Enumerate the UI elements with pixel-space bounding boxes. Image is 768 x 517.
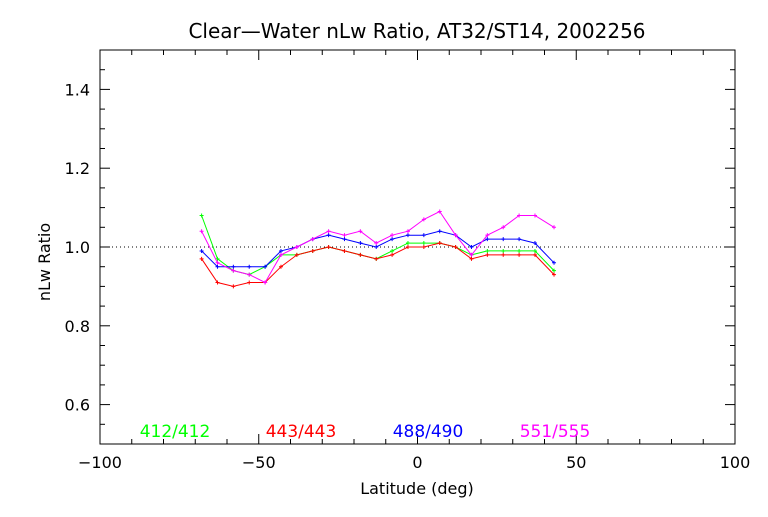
data-point — [278, 252, 283, 257]
data-point — [485, 252, 490, 257]
data-point — [405, 241, 410, 246]
data-point — [421, 245, 426, 249]
data-point — [374, 256, 379, 261]
legend-entry: 488/490 — [393, 422, 464, 442]
data-point — [358, 229, 363, 234]
data-point — [390, 252, 395, 257]
data-point — [278, 248, 283, 253]
data-point — [326, 245, 331, 249]
data-point — [501, 237, 506, 242]
data-point — [453, 233, 458, 238]
data-point — [199, 213, 204, 218]
data-point — [247, 272, 252, 277]
legend-entry: 551/555 — [520, 422, 591, 442]
data-point — [469, 252, 474, 257]
data-point — [247, 264, 252, 269]
data-point — [215, 264, 220, 269]
x-tick-label: 100 — [720, 453, 751, 472]
data-point — [294, 245, 299, 249]
plot-area: −100 −50 0 50 100 0.6 0.8 1.0 1.2 1.4 412/412 443/4… — [65, 49, 751, 472]
data-point — [374, 245, 379, 249]
data-point — [517, 237, 522, 242]
y-tick-label: 1.2 — [65, 159, 90, 178]
data-point — [552, 225, 557, 230]
data-point — [485, 233, 490, 238]
data-point — [310, 237, 315, 242]
data-point — [358, 241, 363, 246]
data-point — [231, 268, 236, 273]
data-point — [501, 252, 506, 257]
data-point — [342, 233, 347, 238]
data-point — [405, 245, 410, 249]
data-point — [263, 264, 268, 269]
x-tick-label: −50 — [242, 453, 276, 472]
data-point — [342, 237, 347, 242]
data-point — [310, 248, 315, 253]
data-point — [469, 245, 474, 249]
data-point — [199, 248, 204, 253]
data-point — [215, 260, 220, 265]
data-point — [199, 229, 204, 234]
x-tick-label: −100 — [78, 453, 122, 472]
data-point — [485, 248, 490, 253]
data-point — [405, 229, 410, 234]
data-point — [532, 241, 537, 246]
data-point — [552, 260, 557, 265]
data-point — [215, 256, 220, 261]
data-point — [469, 256, 474, 261]
data-point — [532, 213, 537, 218]
data-point — [390, 248, 395, 253]
data-point — [247, 280, 252, 285]
data-point — [199, 256, 204, 261]
data-point — [532, 248, 537, 253]
y-tick-label: 0.8 — [65, 317, 90, 336]
data-point — [278, 264, 283, 269]
y-tick-label: 1.0 — [65, 238, 90, 257]
data-point — [405, 233, 410, 238]
data-point — [437, 209, 442, 214]
data-point — [501, 225, 506, 230]
data-point — [390, 237, 395, 242]
y-axis-label: nLw Ratio — [35, 223, 54, 301]
data-point — [342, 248, 347, 253]
data-point — [485, 237, 490, 242]
y-tick-label: 0.6 — [65, 396, 90, 415]
data-point — [294, 252, 299, 257]
x-tick-label: 0 — [412, 453, 422, 472]
data-point — [326, 233, 331, 238]
data-point — [421, 233, 426, 238]
data-point — [552, 268, 557, 273]
data-point — [215, 280, 220, 285]
data-point — [501, 248, 506, 253]
data-point — [437, 229, 442, 234]
data-point — [437, 241, 442, 246]
data-point — [421, 217, 426, 222]
x-axis-label: Latitude (deg) — [360, 479, 474, 498]
x-tick-label: 50 — [566, 453, 586, 472]
data-point — [421, 241, 426, 246]
data-point — [374, 241, 379, 246]
data-point — [358, 252, 363, 257]
legend-entry: 443/443 — [266, 422, 337, 442]
data-point — [517, 213, 522, 218]
legend-entry: 412/412 — [140, 422, 211, 442]
data-point — [517, 248, 522, 253]
data-point — [326, 229, 331, 234]
data-point — [552, 272, 557, 277]
data-point — [231, 284, 236, 289]
data-point — [453, 245, 458, 249]
y-tick-label: 1.4 — [65, 80, 90, 99]
chart-title: Clear—Water nLw Ratio, AT32/ST14, 200225… — [188, 19, 645, 43]
data-point — [263, 280, 268, 285]
data-point — [517, 252, 522, 257]
data-point — [231, 264, 236, 269]
data-point — [390, 233, 395, 238]
data-point — [532, 252, 537, 257]
